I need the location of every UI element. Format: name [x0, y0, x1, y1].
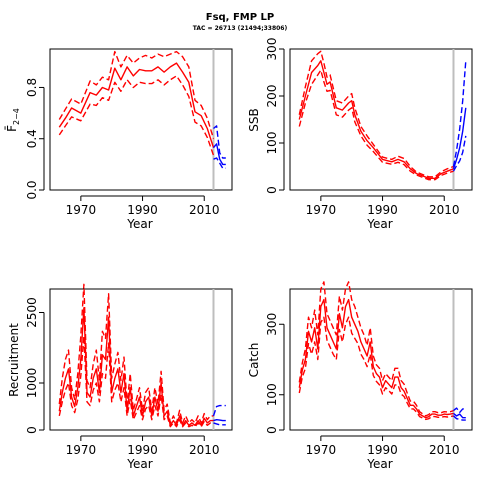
catch-y-tick-label: 100: [265, 383, 279, 406]
ssb-xlabel: Year: [366, 217, 392, 231]
fbar-projection-upper-line: [213, 125, 226, 159]
ssb-plot-frame: [289, 48, 473, 191]
catch-y-tick-label: 0: [265, 426, 279, 434]
fbar-plot-frame: [49, 48, 233, 191]
recruitment-ylabel: Recruitment: [7, 323, 21, 397]
catch-history-lower-line: [298, 316, 454, 421]
recruitment-projection-median-line: [213, 419, 226, 422]
fbar-ylabel-main: F̄: [5, 125, 19, 132]
ssb-history-lower-line: [298, 69, 454, 181]
recruitment-history-median-line: [58, 307, 214, 426]
recruitment-history-upper-line: [58, 283, 214, 424]
catch-projection-lower-line: [453, 415, 466, 421]
ssb-history-median-line: [298, 60, 454, 180]
recruitment-panel: Year Recruitment 1970 1990 2010 0 1000 2500: [7, 283, 233, 471]
fbar-ylabel-sub: 2−4: [12, 108, 21, 125]
recruitment-plot-frame: [49, 288, 233, 431]
ssb-y-tick-label: 200: [265, 85, 279, 108]
fbar-x-tick-label: 1990: [127, 203, 158, 217]
recruitment-y-tick-label: 1000: [25, 368, 39, 399]
ssb-projection-median-line: [452, 107, 467, 170]
ssb-y-tick-label: 100: [265, 132, 279, 155]
fbar-y-tick-label: 0.8: [25, 78, 39, 97]
ssb-history-upper-line: [298, 50, 454, 178]
recruitment-xlabel: Year: [126, 457, 152, 471]
ssb-x-tick-label: 2010: [429, 203, 460, 217]
ssb-x-tick-label: 1990: [367, 203, 398, 217]
figure-subtitle: TAC = 26713 (21494;33806): [193, 25, 288, 32]
fbar-y-tick-label: 0.4: [25, 129, 39, 148]
catch-projection-upper-line: [453, 407, 466, 414]
fbar-history-lower-line: [58, 75, 215, 156]
catch-projection-median-line: [453, 412, 466, 419]
fbar-xlabel: Year: [126, 217, 152, 231]
recruitment-x-tick-label: 1970: [66, 443, 97, 457]
recruitment-x-tick-label: 2010: [189, 443, 220, 457]
ssb-y-tick-label: 0: [265, 186, 279, 194]
fbar-projection-lower-line: [213, 157, 226, 169]
ssb-ylabel: SSB: [247, 108, 261, 131]
fbar-history-median-line: [58, 62, 215, 148]
catch-y-tick-label: 300: [265, 313, 279, 336]
ssb-x-tick-label: 1970: [306, 203, 337, 217]
catch-panel: Year Catch 1970 1990 2010 0 100 300: [247, 281, 473, 471]
fbar-panel: Year F̄2−4 1970 1990 2010 0.0 0.4 0.8: [5, 48, 233, 231]
fbar-x-tick-label: 1970: [66, 203, 97, 217]
catch-xlabel: Year: [366, 457, 392, 471]
fbar-x-tick-label: 2010: [189, 203, 220, 217]
ssb-panel: Year SSB 1970 1990 2010 0 100 200 300: [247, 38, 473, 231]
recruitment-y-tick-label: 2500: [25, 297, 39, 328]
catch-history-median-line: [298, 298, 454, 419]
catch-plot-frame: [289, 288, 473, 431]
fbar-y-tick-label: 0.0: [25, 180, 39, 199]
catch-x-tick-label: 2010: [429, 443, 460, 457]
ssb-y-tick-label: 300: [265, 38, 279, 61]
recruitment-y-tick-label: 0: [25, 426, 39, 434]
catch-history-upper-line: [298, 281, 454, 417]
fbar-history-upper-line: [58, 50, 215, 139]
recruitment-history-lower-line: [58, 335, 214, 428]
catch-x-tick-label: 1990: [367, 443, 398, 457]
recruitment-x-tick-label: 1990: [127, 443, 158, 457]
fbar-ylabel: F̄2−4: [5, 108, 21, 132]
recruitment-projection-upper-line: [212, 404, 226, 417]
recruitment-projection-lower-line: [213, 422, 226, 426]
catch-x-tick-label: 1970: [306, 443, 337, 457]
ssb-projection-upper-line: [452, 60, 467, 167]
fbar-projection-median-line: [212, 143, 226, 166]
ssb-projection-lower-line: [452, 135, 467, 172]
catch-ylabel: Catch: [247, 343, 261, 378]
figure-title: Fsq, FMP LP: [206, 12, 275, 23]
